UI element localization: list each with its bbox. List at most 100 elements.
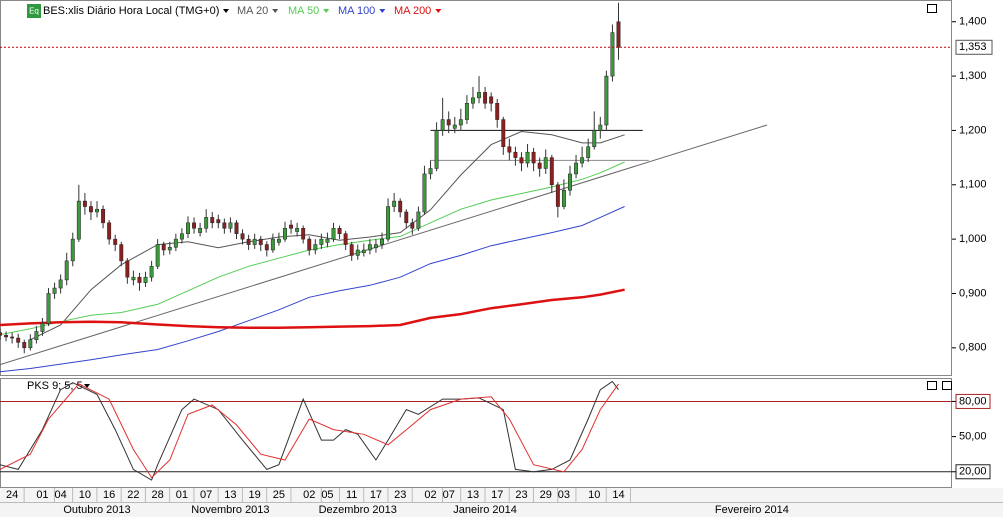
candle-body	[416, 211, 421, 229]
candle-body	[325, 238, 330, 243]
candle-body	[143, 276, 148, 283]
dropdown-arrow	[435, 9, 442, 13]
symbol-icon[interactable]	[27, 4, 41, 18]
oscillator-panel	[0, 378, 952, 488]
maximize-button[interactable]	[927, 4, 937, 13]
candle-body	[258, 238, 263, 245]
candle-body	[319, 238, 324, 245]
candle-body	[107, 222, 112, 240]
y-tick-label: 1,200	[959, 124, 987, 136]
x-tick-label: 13	[467, 489, 479, 501]
oscillator-line	[0, 383, 619, 479]
x-tick-label: 23	[394, 489, 406, 501]
candle-body	[513, 151, 518, 158]
candle-body	[10, 336, 15, 339]
candle-body	[568, 173, 572, 191]
candle-body	[386, 206, 391, 240]
y-tick-label: 1,300	[959, 70, 987, 82]
candle-body	[22, 342, 27, 349]
candle-body	[501, 119, 506, 147]
candle-body	[301, 228, 306, 240]
x-tick-label: 10	[588, 489, 600, 501]
candle-body	[586, 146, 591, 158]
x-tick-label: 03	[558, 489, 570, 501]
moving-average	[0, 288, 625, 329]
candle-body	[34, 331, 39, 340]
month-label: Outubro 2013	[63, 504, 130, 516]
maximize-button[interactable]	[927, 381, 937, 390]
month-label: Novembro 2013	[191, 504, 269, 516]
last-price-label: 1,353	[959, 41, 987, 53]
candle-body	[543, 157, 548, 169]
y-tick-label: 1,400	[959, 16, 987, 28]
month-label: Janeiro 2014	[453, 504, 517, 516]
candle-body	[574, 162, 579, 175]
legend-entry: MA 50	[288, 5, 319, 17]
x-tick-label: 14	[612, 489, 624, 501]
candle-body	[580, 157, 585, 164]
dropdown-arrow	[272, 9, 279, 13]
candle-body	[101, 208, 106, 224]
candle-body	[28, 339, 33, 349]
chart-title[interactable]: BES:xlis Diário Hora Local (TMG+0)	[43, 5, 219, 17]
candle-body	[555, 184, 560, 207]
candle-body	[616, 21, 621, 48]
candle-body	[440, 119, 445, 131]
x-tick-label: 29	[540, 489, 552, 501]
y-tick-label: 80,00	[959, 395, 987, 407]
x-tick-label: 22	[127, 489, 139, 501]
candle-body	[179, 233, 184, 240]
candle-body	[337, 228, 342, 234]
x-tick-label: 04	[55, 489, 67, 501]
oscillator-title[interactable]: PKS 9; 5; 5	[27, 380, 83, 392]
candle-body	[89, 206, 93, 213]
candle-body	[331, 228, 336, 240]
candle-body	[186, 222, 190, 234]
x-tick-label: 01	[36, 489, 48, 501]
x-tick-label: 17	[370, 489, 382, 501]
legend-entry: MA 100	[338, 5, 375, 17]
x-tick-label: 07	[200, 489, 212, 501]
price-panel	[0, 0, 952, 376]
legend-entry: MA 20	[237, 5, 268, 17]
candle-body	[464, 103, 469, 120]
x-tick-label: 17	[491, 489, 503, 501]
candle-body	[604, 75, 609, 126]
level-label-box	[955, 464, 991, 480]
candle-body	[155, 244, 160, 267]
oscillator-line	[0, 380, 619, 481]
candle-body	[561, 189, 566, 207]
candle-body	[113, 238, 118, 245]
candle-body	[392, 200, 397, 207]
candle-body	[76, 200, 81, 240]
close-button[interactable]	[942, 381, 952, 390]
candle-body	[452, 124, 457, 129]
candle-body	[264, 244, 269, 251]
candle-body	[252, 238, 257, 245]
candle-body	[458, 119, 463, 126]
dropdown-arrow	[84, 384, 90, 388]
candle-body	[58, 279, 63, 289]
candle-body	[0, 332, 2, 336]
candle-body	[246, 238, 251, 245]
month-label: Dezembro 2013	[319, 504, 397, 516]
candle-body	[204, 217, 209, 229]
candle-body	[471, 97, 475, 104]
candle-body	[52, 287, 57, 294]
candle-body	[361, 249, 366, 253]
candle-body	[410, 222, 415, 229]
symbol-icon-label: Eq	[29, 7, 39, 16]
candle-body	[64, 260, 69, 281]
candle-body	[276, 238, 281, 243]
candle-body	[234, 222, 239, 234]
x-tick-label: 07	[443, 489, 455, 501]
candle-body	[592, 130, 597, 147]
candle-body	[313, 244, 318, 251]
dropdown-arrow	[379, 9, 386, 13]
candle-body	[404, 211, 409, 224]
candle-body	[95, 208, 99, 213]
candle-body	[210, 217, 215, 224]
candle-body	[531, 151, 536, 164]
candle-body	[610, 32, 615, 77]
